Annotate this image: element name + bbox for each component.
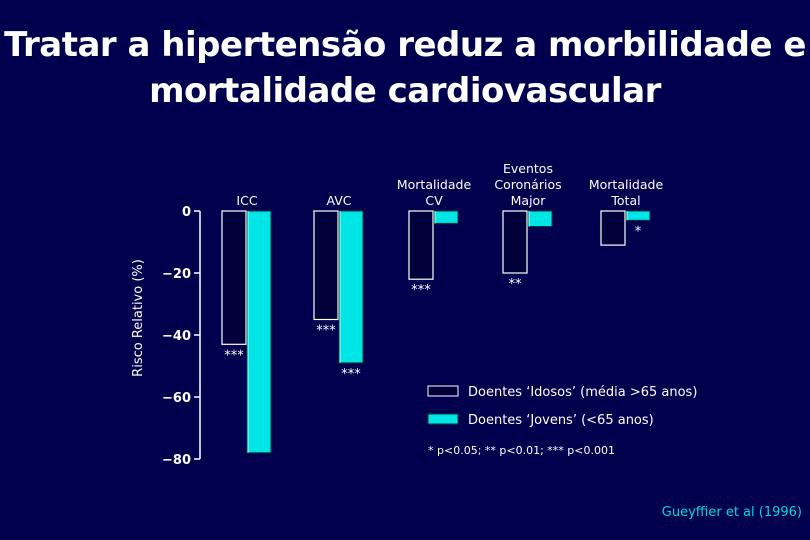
significance-label: ***	[341, 367, 361, 382]
significance-label: ***	[224, 348, 244, 363]
title-line-1: Tratar a hipertensão reduz a morbilidade…	[4, 25, 806, 65]
title-line-2: mortalidade cardiovascular	[149, 71, 661, 111]
category-label: Major	[511, 193, 547, 208]
y-tick-label: −40	[162, 329, 191, 344]
bar-idosos	[221, 210, 247, 345]
category-label: Mortalidade	[397, 177, 472, 192]
bar-jovens	[433, 210, 459, 224]
bar-jovens	[625, 210, 651, 221]
legend-label-jovens: Doentes ‘Jovens’ (<65 anos)	[468, 413, 654, 428]
category-label: CV	[425, 193, 443, 208]
bar-jovens	[527, 210, 553, 227]
legend-swatch-jovens	[427, 413, 459, 425]
bar-jovens	[338, 210, 364, 364]
source-citation: Gueyffier et al (1996)	[661, 505, 802, 520]
bar-jovens	[246, 210, 272, 454]
significance-label: *	[635, 224, 642, 239]
bar-idosos	[502, 210, 528, 274]
category-label: Eventos	[503, 161, 553, 176]
y-tick-label: −20	[162, 267, 191, 282]
y-tick-label: −60	[162, 391, 191, 406]
category-label: Coronários	[494, 177, 561, 192]
significance-label: ***	[411, 283, 431, 298]
legend-label-idosos: Doentes ‘Idosos’ (média >65 anos)	[468, 385, 697, 400]
y-tick-label: 0	[182, 205, 191, 220]
category-label: Total	[610, 193, 640, 208]
significance-label: ***	[316, 324, 336, 339]
chart-title: Tratar a hipertensão reduz a morbilidade…	[0, 22, 810, 114]
legend-swatch-idosos	[427, 385, 459, 397]
significance-footnote: * p<0.05; ** p<0.01; *** p<0.001	[428, 444, 615, 457]
category-label: ICC	[236, 193, 257, 208]
y-tick-label: −80	[162, 453, 191, 468]
category-label: Mortalidade	[589, 177, 664, 192]
category-label: AVC	[326, 193, 351, 208]
significance-label: **	[509, 277, 523, 292]
bar-idosos	[408, 210, 434, 280]
bar-idosos	[600, 210, 626, 246]
y-axis-label: Risco Relativo (%)	[131, 259, 146, 377]
bar-idosos	[313, 210, 339, 321]
